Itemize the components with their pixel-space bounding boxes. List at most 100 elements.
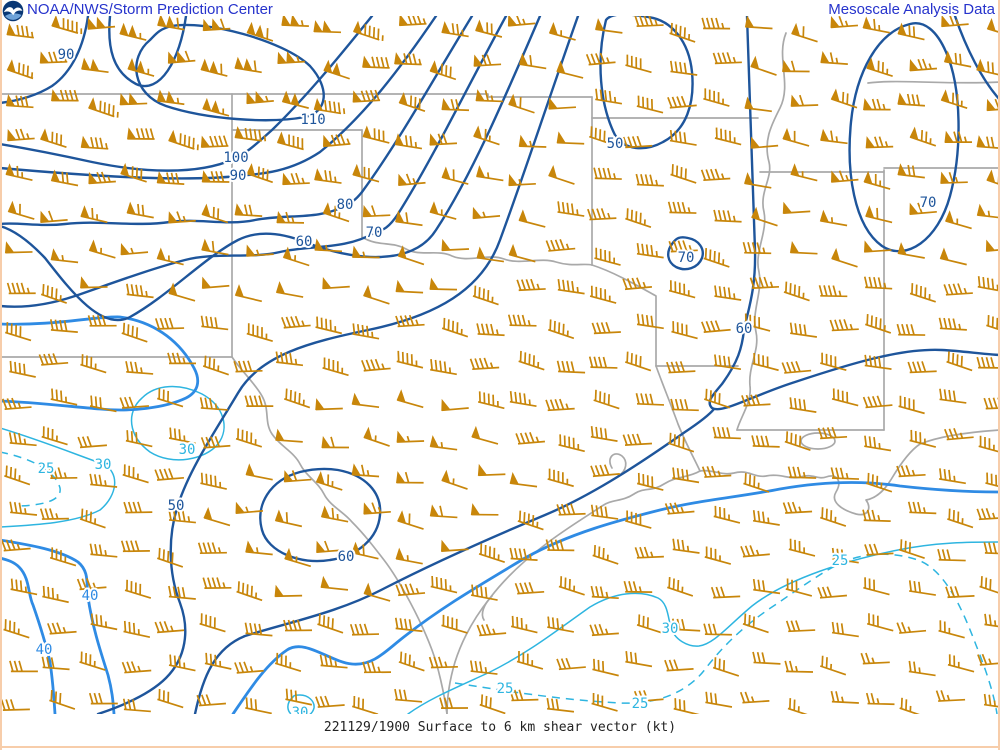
wind-barb (625, 54, 652, 74)
wind-barb (79, 651, 106, 671)
wind-barb (667, 201, 697, 214)
wind-barb (120, 540, 150, 553)
wind-barb (126, 283, 154, 299)
wind-barb (395, 314, 425, 328)
wind-barb (40, 128, 67, 149)
noaa-logo-icon[interactable] (2, 0, 24, 22)
wind-barb (548, 164, 575, 185)
wind-barb (430, 359, 457, 376)
wind-barb (323, 59, 350, 80)
header-right-title[interactable]: Mesoscale Analysis Data (828, 1, 995, 18)
wind-barb (51, 16, 83, 35)
wind-barb (127, 58, 155, 77)
wind-barb (907, 501, 937, 515)
header-left-title[interactable]: NOAA/NWS/Storm Prediction Center (27, 1, 273, 18)
wind-barb (588, 126, 616, 146)
wind-barb (429, 277, 458, 291)
wind-barb (395, 279, 424, 294)
wind-barb (362, 55, 390, 69)
wind-barb (123, 501, 153, 514)
wind-barb (157, 16, 185, 31)
wind-barb (670, 164, 697, 184)
wind-barb (47, 622, 77, 635)
wind-barb (636, 313, 664, 330)
wind-barb (363, 426, 390, 447)
wind-barb (49, 689, 76, 710)
wind-barb (398, 651, 425, 672)
wind-barb (321, 436, 350, 449)
wind-barb (274, 509, 303, 528)
wind-barb (477, 391, 505, 410)
wind-barb (428, 656, 458, 669)
wind-barb (669, 129, 697, 146)
wind-barb (830, 16, 859, 29)
wind-barb (587, 208, 617, 221)
wind-barb (200, 135, 229, 148)
wind-barb (556, 503, 586, 516)
wind-barb (979, 576, 998, 596)
wind-barb (314, 238, 343, 253)
wind-barb (751, 206, 778, 227)
wind-barb (937, 549, 966, 562)
wind-barb (983, 542, 998, 555)
wind-barb (669, 60, 698, 76)
wind-barb (9, 360, 36, 378)
wind-barb (712, 657, 740, 677)
wind-barb (196, 694, 227, 707)
wind-barb (864, 435, 892, 452)
wind-barb (281, 315, 311, 329)
wind-barb (819, 209, 848, 227)
wind-barb (394, 688, 423, 703)
wind-barb (518, 350, 545, 371)
wind-barb (789, 397, 817, 413)
wind-barb (787, 466, 817, 479)
wind-barb (87, 16, 116, 30)
wind-barb (635, 173, 664, 187)
wind-barb (749, 276, 780, 289)
wind-barb (866, 57, 893, 77)
wind-barb (40, 283, 67, 304)
contour-label-70: 70 (366, 225, 383, 241)
wind-barb (122, 464, 149, 484)
wind-barb (897, 22, 925, 41)
wind-barb (622, 433, 653, 446)
wind-barb (235, 428, 263, 448)
wind-barb (470, 584, 498, 601)
wind-barb (274, 584, 303, 598)
wind-barb (395, 583, 426, 597)
wind-barb (783, 281, 810, 302)
wind-barb (1, 397, 32, 411)
wind-barb (281, 16, 309, 27)
wind-barb (986, 169, 998, 190)
wind-barbs (0, 16, 998, 714)
wind-barb (589, 623, 619, 637)
wind-barb (781, 361, 812, 374)
wind-barb (670, 398, 699, 412)
wind-barb (469, 660, 498, 675)
wind-barb (441, 614, 468, 634)
wind-barb (714, 354, 742, 371)
wind-barb (864, 354, 892, 370)
wind-barb (668, 280, 696, 299)
wind-barb (89, 473, 118, 488)
wind-barb (80, 205, 108, 224)
wind-barb (156, 388, 184, 408)
wind-barb (246, 91, 274, 105)
frame-bottom (0, 746, 1000, 748)
wind-barb (429, 60, 457, 81)
wind-barb (398, 16, 427, 27)
wind-barb (10, 578, 38, 596)
wind-barb (896, 465, 926, 478)
wind-barb (510, 615, 538, 634)
wind-barb (622, 135, 653, 149)
wind-barb (939, 468, 966, 485)
contour-label-30: 30 (95, 457, 112, 473)
wind-barb (200, 436, 231, 449)
wind-barb (752, 510, 780, 526)
wind-barb (862, 16, 890, 34)
wind-barb (199, 613, 226, 633)
wind-barb (986, 315, 998, 335)
wind-barb (285, 688, 313, 706)
contour-label-110: 110 (300, 112, 325, 128)
wind-barb (739, 691, 770, 704)
